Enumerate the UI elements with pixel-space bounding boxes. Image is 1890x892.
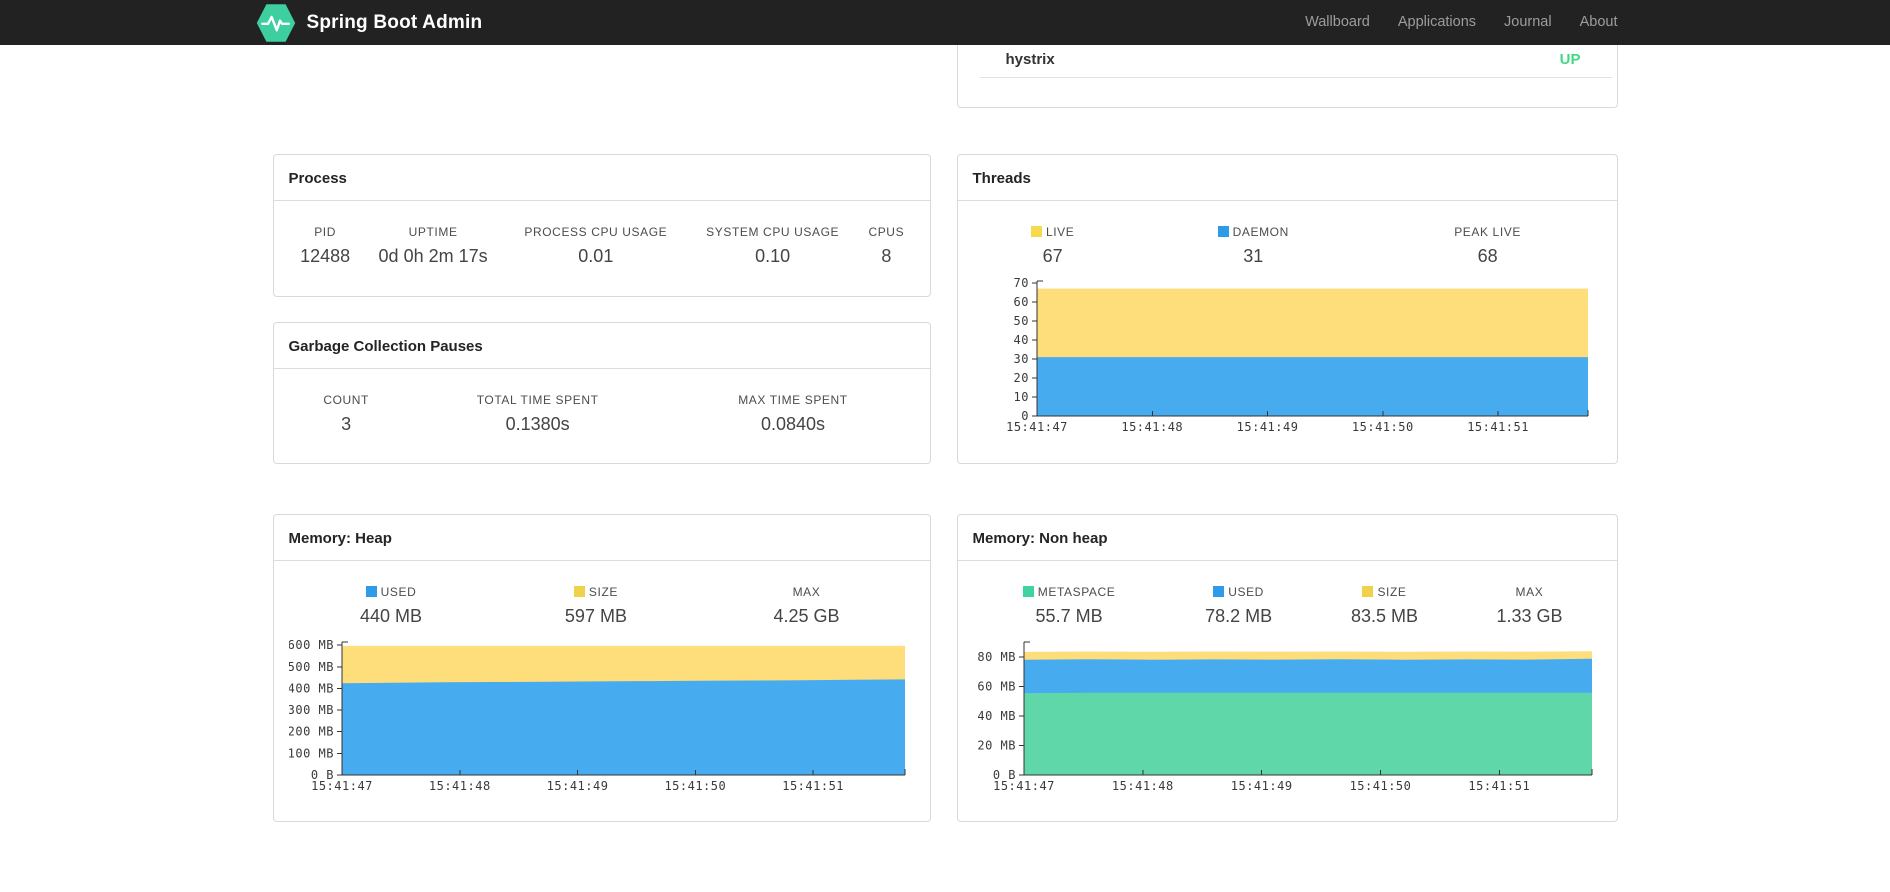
svg-text:400 MB: 400 MB (289, 681, 334, 695)
application-name: hystrix (1005, 51, 1055, 68)
threads-chart: 0 10 20 30 40 50 60 70 15:41:47 15:41:48 15:41:49 1… (973, 275, 1602, 440)
nonheap-stats: METASPACE 55.7 MB USED 78.2 MB SIZE 83.5… (973, 585, 1602, 627)
svg-text:40: 40 (1013, 333, 1028, 347)
process-stats: PID 12488 UPTIME 0d 0h 2m 17s PROCESS CP… (289, 225, 915, 267)
svg-text:15:41:48: 15:41:48 (428, 779, 490, 793)
navbar: Spring Boot Admin Wallboard Applications… (0, 0, 1890, 45)
stat-uptime: UPTIME 0d 0h 2m 17s (378, 225, 488, 266)
gc-stats: COUNT 3 TOTAL TIME SPENT 0.1380s MAX TIM… (289, 393, 915, 435)
threads-panel-title: Threads (957, 155, 1617, 201)
nav-item-wallboard[interactable]: Wallboard (1305, 14, 1370, 30)
svg-text:15:41:50: 15:41:50 (664, 779, 726, 793)
legend-swatch-used (365, 586, 377, 597)
stat-system-cpu-usage: SYSTEM CPU USAGE 0.10 (706, 225, 840, 266)
stat-threads-live: LIVE 67 (973, 225, 1133, 267)
process-panel: Process PID 12488 UPTIME 0d 0h 2m 17s PR… (272, 154, 931, 297)
process-panel-title: Process (273, 155, 930, 201)
svg-text:15:41:51: 15:41:51 (1468, 779, 1530, 793)
application-status-badge: UP (1559, 51, 1581, 68)
svg-text:15:41:48: 15:41:48 (1121, 420, 1183, 434)
nav-links: Wallboard Applications Journal About (1291, 0, 1617, 45)
nav-item-applications[interactable]: Applications (1397, 14, 1477, 30)
application-row-hystrix[interactable]: hystrix UP (979, 45, 1612, 78)
svg-text:15:41:47: 15:41:47 (311, 779, 373, 793)
svg-text:15:41:50: 15:41:50 (1351, 420, 1413, 434)
stat-threads-peak-live: PEAK LIVE 68 (1454, 225, 1521, 266)
svg-text:60 MB: 60 MB (977, 679, 1016, 693)
memory-nonheap-chart: 0 B 20 MB 40 MB 60 MB 80 MB 15:41:47 15:41:48 1… (973, 635, 1602, 802)
svg-text:15:41:49: 15:41:49 (1230, 779, 1292, 793)
legend-swatch-daemon (1217, 226, 1229, 237)
legend-swatch-metaspace (1022, 586, 1034, 597)
gc-pauses-panel: Garbage Collection Pauses COUNT 3 TOTAL … (272, 322, 931, 464)
stat-heap-max: MAX 4.25 GB (773, 585, 840, 626)
svg-text:15:41:51: 15:41:51 (1467, 420, 1529, 434)
memory-nonheap-panel: Memory: Non heap METASPACE 55.7 MB USED … (956, 514, 1618, 822)
stat-heap-size: SIZE 597 MB (564, 585, 627, 626)
svg-text:40 MB: 40 MB (977, 709, 1016, 723)
svg-text:15:41:49: 15:41:49 (1236, 420, 1298, 434)
stat-nonheap-used: USED 78.2 MB (1205, 585, 1273, 626)
threads-panel: Threads LIVE 67 DAEMON 31 PEAK LIVE (956, 154, 1618, 464)
svg-text:20: 20 (1013, 371, 1028, 385)
svg-text:0 B: 0 B (310, 768, 333, 782)
svg-text:300 MB: 300 MB (289, 703, 334, 717)
svg-text:30: 30 (1013, 352, 1028, 366)
stat-nonheap-metaspace: METASPACE 55.7 MB (973, 585, 1166, 627)
svg-text:100 MB: 100 MB (289, 746, 334, 760)
svg-text:600 MB: 600 MB (289, 638, 334, 652)
legend-swatch-size (573, 586, 585, 597)
svg-text:80 MB: 80 MB (977, 650, 1016, 664)
svg-text:15:41:50: 15:41:50 (1349, 779, 1411, 793)
svg-text:0 B: 0 B (992, 768, 1015, 782)
stat-process-cpu-usage: PROCESS CPU USAGE 0.01 (524, 225, 668, 266)
stat-gc-total-time: TOTAL TIME SPENT 0.1380s (476, 393, 599, 434)
legend-swatch-size (1362, 586, 1374, 597)
stat-gc-max-time: MAX TIME SPENT 0.0840s (738, 393, 848, 434)
svg-text:60: 60 (1013, 295, 1028, 309)
left-column: Process PID 12488 UPTIME 0d 0h 2m 17s PR… (272, 45, 931, 822)
application-status-panel: hystrix UP (956, 45, 1618, 108)
brand[interactable]: Spring Boot Admin (256, 3, 483, 43)
memory-heap-panel: Memory: Heap USED 440 MB SIZE 597 MB MAX (272, 514, 931, 822)
svg-text:200 MB: 200 MB (289, 725, 334, 739)
svg-text:20 MB: 20 MB (977, 738, 1016, 752)
stat-gc-count: COUNT 3 (323, 393, 369, 434)
gc-panel-title: Garbage Collection Pauses (273, 323, 930, 369)
stat-threads-daemon: DAEMON 31 (1133, 225, 1374, 267)
nav-item-journal[interactable]: Journal (1504, 14, 1552, 30)
heap-stats: USED 440 MB SIZE 597 MB MAX 4.25 GB (289, 585, 915, 627)
svg-text:10: 10 (1013, 390, 1028, 404)
stat-nonheap-max: MAX 1.33 GB (1496, 585, 1563, 626)
svg-text:15:41:49: 15:41:49 (546, 779, 608, 793)
stat-heap-used: USED 440 MB (359, 585, 422, 626)
pulse-logo-icon (256, 3, 295, 42)
svg-text:70: 70 (1013, 276, 1028, 290)
nonheap-panel-title: Memory: Non heap (957, 515, 1617, 561)
legend-swatch-live (1030, 226, 1042, 237)
svg-text:0: 0 (1021, 409, 1029, 423)
nav-item-about[interactable]: About (1579, 14, 1618, 30)
stat-pid: PID 12488 (300, 225, 351, 266)
right-column: hystrix UP Threads LIVE 67 DAEMON 31 (956, 45, 1618, 822)
svg-text:15:41:51: 15:41:51 (782, 779, 844, 793)
svg-text:500 MB: 500 MB (289, 660, 334, 674)
svg-text:15:41:47: 15:41:47 (1006, 420, 1068, 434)
stat-nonheap-size: SIZE 83.5 MB (1350, 585, 1418, 626)
svg-text:15:41:47: 15:41:47 (993, 779, 1055, 793)
legend-swatch-used (1213, 586, 1225, 597)
threads-stats: LIVE 67 DAEMON 31 PEAK LIVE 68 (973, 225, 1602, 267)
brand-title: Spring Boot Admin (306, 11, 483, 33)
memory-heap-chart: 0 B 100 MB 200 MB 300 MB 400 MB 500 MB 600 MB 1… (287, 635, 915, 802)
stat-cpus: CPUS 8 (868, 225, 905, 266)
main-content: Process PID 12488 UPTIME 0d 0h 2m 17s PR… (272, 45, 1618, 822)
svg-text:50: 50 (1013, 314, 1028, 328)
heap-panel-title: Memory: Heap (273, 515, 930, 561)
svg-text:15:41:48: 15:41:48 (1111, 779, 1173, 793)
